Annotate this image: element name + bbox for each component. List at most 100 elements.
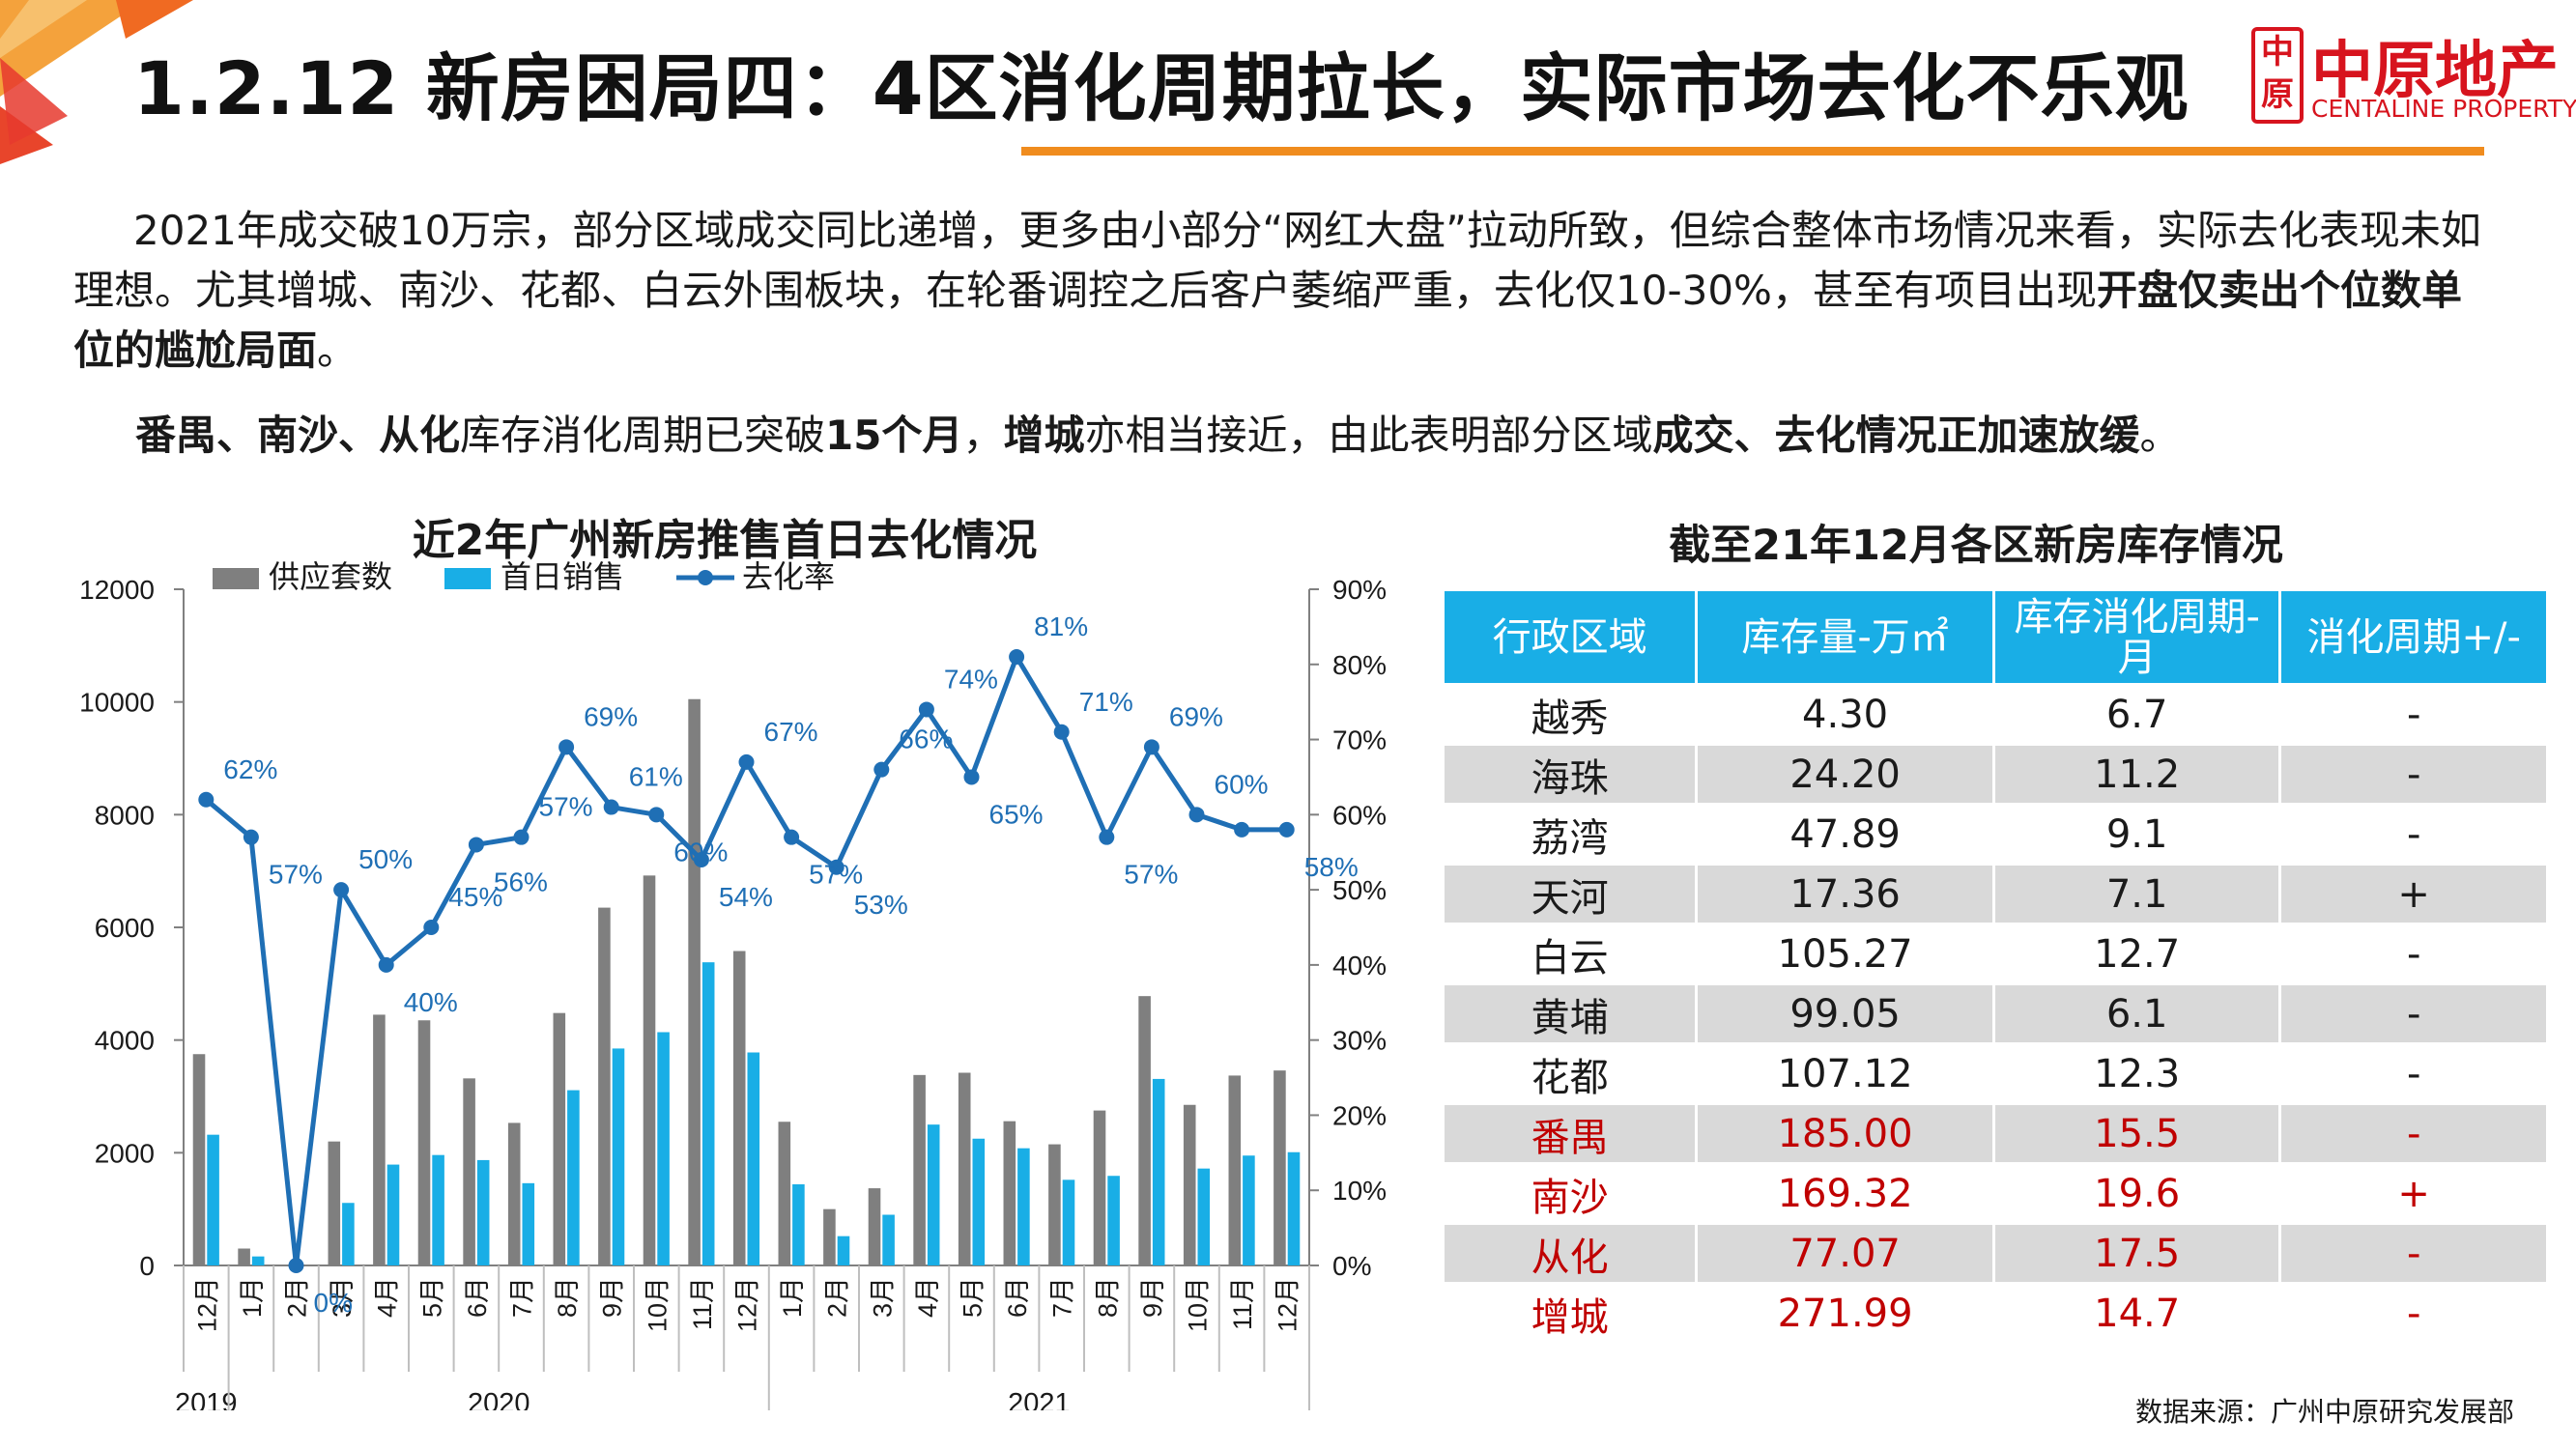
bar-first-day-sales [657,1032,670,1265]
point-absorption-rate [1143,739,1159,755]
data-label-absorption-rate: 54% [719,882,773,912]
data-label-absorption-rate: 67% [764,717,818,747]
x-axis-year-label: 2019 [175,1388,238,1410]
logo-chinese-name: 中原地产 [2311,36,2559,107]
bar-supply [373,1014,386,1265]
cell-inventory: 77.07 [1698,1222,1995,1282]
cell-inventory: 105.27 [1698,923,1995,982]
bar-first-day-sales [432,1154,444,1265]
x-axis-month-label: 10月 [643,1277,672,1332]
table-title: 截至21年12月各区新房库存情况 [1669,522,2283,570]
left-axis-tick-label: 8000 [95,800,155,830]
data-label-absorption-rate: 65% [989,799,1044,829]
point-absorption-rate [558,739,575,755]
bar-supply [1138,996,1151,1265]
conclusion-text-1: 库存消化周期已突破 [460,412,826,459]
summary-emphasis: 开盘仅卖出个位数单位的尴尬局面 [73,267,2462,374]
bar-supply [328,1141,341,1265]
table-row: 天河 17.36 7.1 + [1445,863,2546,923]
data-label-absorption-rate: 69% [1169,701,1223,731]
cell-change: - [2281,1102,2546,1162]
point-absorption-rate [423,920,440,935]
bar-supply [688,698,701,1265]
legend-label-sales: 首日销售 [501,560,624,594]
data-label-absorption-rate: 71% [1079,687,1133,717]
left-axis-tick-label: 4000 [95,1026,155,1056]
point-absorption-rate [468,837,484,853]
data-label-absorption-rate: 66% [899,724,953,754]
x-axis-month-label: 6月 [463,1277,492,1318]
right-axis-tick-label: 40% [1332,951,1387,980]
bar-first-day-sales [747,1052,760,1265]
x-axis-month-label: 4月 [913,1277,942,1318]
conclusion-districts: 番禺、南沙、从化 [135,412,461,459]
cell-cycle: 12.7 [1994,923,2282,982]
inventory-table: 行政区域 库存量-万㎡ 库存消化周期-月 消化周期+/- 越秀 4.30 6.7- … [1445,591,2546,1342]
cell-inventory: 47.89 [1698,803,1995,863]
bar-first-day-sales [476,1159,490,1265]
left-axis-tick-label: 12000 [79,575,155,605]
cell-cycle: 19.6 [1994,1162,2282,1222]
bar-first-day-sales [567,1090,580,1265]
cell-inventory: 169.32 [1698,1162,1995,1222]
table-row: 荔湾 47.89 9.1- [1445,803,2546,863]
x-axis-month-label: 6月 [1003,1277,1032,1318]
x-axis-month-label: 12月 [1274,1277,1302,1332]
conclusion-months: 15个月 [825,412,963,459]
point-absorption-rate [693,852,709,867]
point-absorption-rate [1234,821,1250,838]
point-absorption-rate [828,859,844,875]
data-label-absorption-rate: 61% [629,762,683,792]
bar-first-day-sales [522,1182,535,1265]
bar-supply [1183,1104,1196,1265]
left-axis-tick-label: 10000 [79,688,155,718]
x-axis-month-label: 8月 [1093,1277,1122,1318]
cell-inventory: 185.00 [1698,1102,1995,1162]
title-underline [1021,147,2484,156]
cell-district: 白云 [1445,923,1699,982]
bar-first-day-sales [1287,1151,1301,1265]
right-axis-tick-label: 70% [1332,725,1387,755]
cell-change: + [2281,1162,2546,1222]
bar-first-day-sales [837,1236,850,1265]
point-absorption-rate [1053,724,1070,740]
data-label-absorption-rate: 60% [673,837,728,867]
point-absorption-rate [378,956,394,973]
cell-district: 海珠 [1445,743,1699,803]
cell-district: 增城 [1445,1282,1699,1342]
point-absorption-rate [738,753,755,770]
x-axis-month-label: 9月 [1138,1277,1167,1318]
bar-supply [238,1248,250,1265]
cell-inventory: 99.05 [1698,982,1995,1042]
summary-end: 。 [317,327,358,374]
decorative-corner-shapes [0,0,193,164]
right-axis-tick-label: 10% [1332,1176,1387,1206]
x-axis-month-label: 7月 [508,1277,537,1318]
data-label-absorption-rate: 60% [1215,769,1269,799]
bar-supply [868,1188,881,1265]
cell-change: - [2281,683,2546,743]
table-row: 花都 107.12 12.3- [1445,1042,2546,1102]
bar-supply [553,1012,566,1265]
bar-supply [1003,1121,1016,1265]
cell-inventory: 24.20 [1698,743,1995,803]
left-axis-tick-label: 6000 [95,913,155,943]
cell-cycle: 15.5 [1994,1102,2282,1162]
bar-supply [1093,1110,1106,1265]
point-absorption-rate [963,769,980,785]
table-row: 越秀 4.30 6.7- [1445,683,2546,743]
x-axis-month-label: 5月 [417,1277,446,1318]
conclusion-zengcheng: 增城 [1003,412,1085,459]
cell-change: - [2281,803,2546,863]
point-absorption-rate [603,799,619,815]
data-source-note: 数据来源：广州中原研究发展部 [2135,1396,2515,1428]
cell-cycle: 7.1 [1994,863,2282,923]
bar-supply [192,1054,206,1265]
right-axis-tick-label: 0% [1332,1251,1371,1281]
cell-change: - [2281,1222,2546,1282]
cell-cycle: 6.7 [1994,683,2282,743]
bar-first-day-sales [701,962,715,1265]
bar-first-day-sales [1107,1176,1120,1265]
cell-district: 黄埔 [1445,982,1699,1042]
bar-supply [823,1208,836,1265]
